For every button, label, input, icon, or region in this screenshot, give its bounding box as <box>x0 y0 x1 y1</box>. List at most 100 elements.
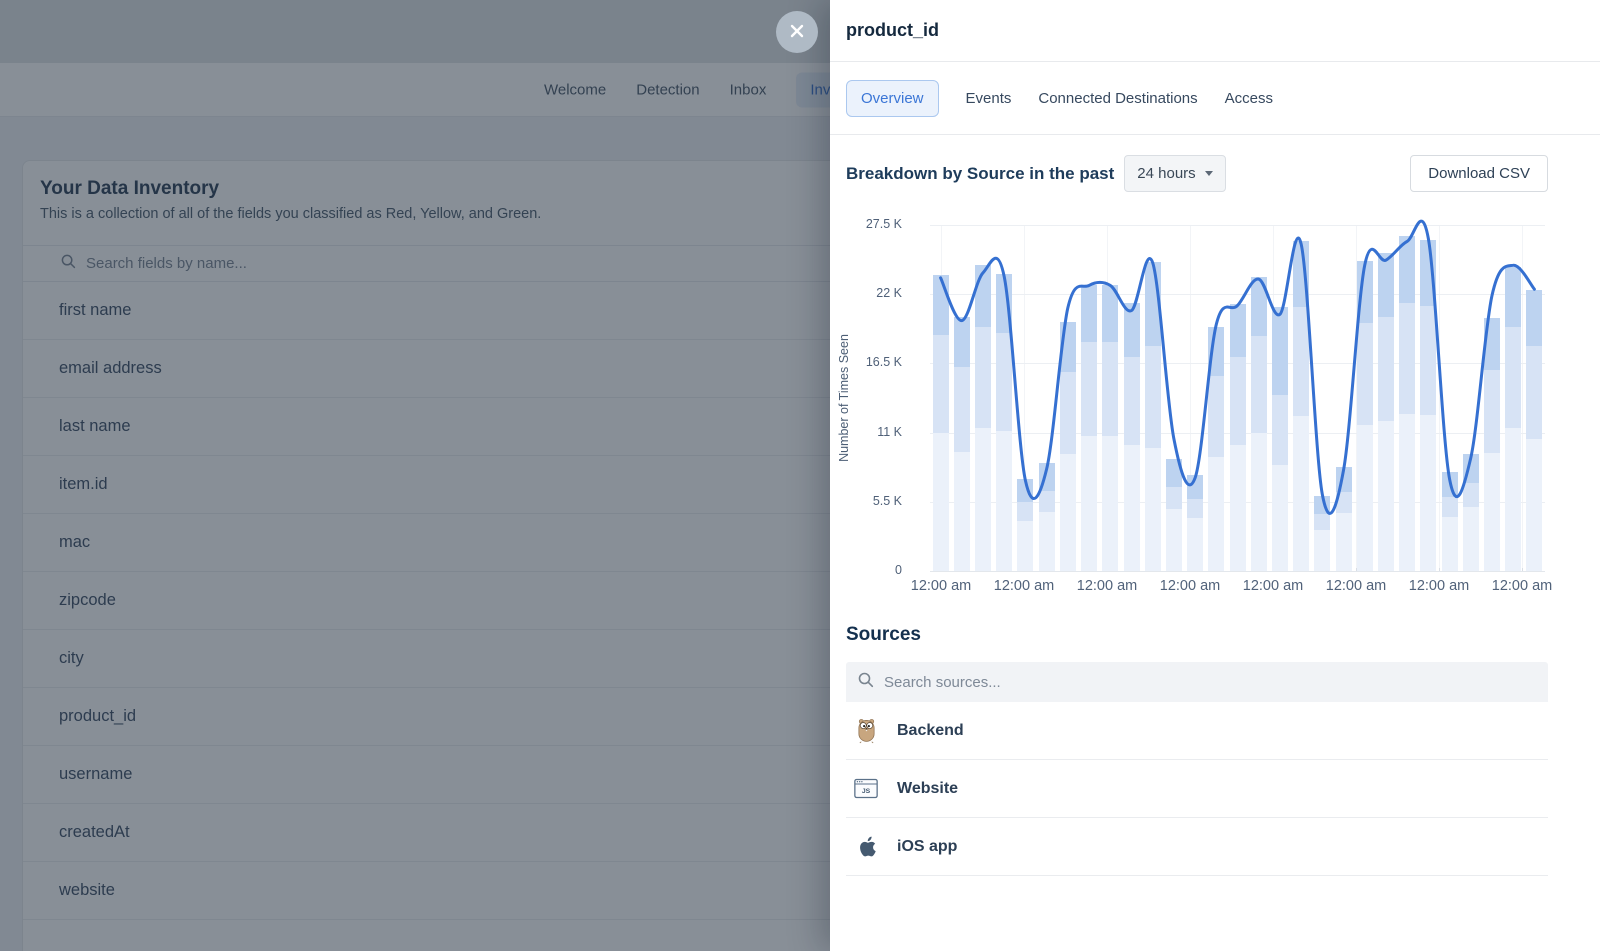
bar-segment-backend <box>1462 506 1479 571</box>
stacked-bar <box>1293 241 1310 571</box>
bar-segment-backend <box>1484 452 1500 571</box>
y-axis-title: Number of Times Seen <box>837 334 851 462</box>
y-gridline <box>930 571 1545 572</box>
bar-segment-ios-app <box>1377 252 1394 317</box>
chart-plot-area <box>930 219 1545 572</box>
bar-segment-backend <box>1038 511 1055 571</box>
bar-segment-website <box>1165 486 1182 510</box>
tab-events[interactable]: Events <box>965 89 1012 107</box>
bar-segment-ios-app <box>1526 290 1543 346</box>
stacked-bar <box>1144 261 1161 571</box>
bar-segment-website <box>1526 345 1543 439</box>
bar-segment-backend <box>1123 445 1140 571</box>
source-row-backend[interactable]: Backend <box>846 702 1548 760</box>
bar-segment-website <box>1144 345 1161 448</box>
stacked-bar <box>1165 459 1182 571</box>
stacked-bar <box>1038 462 1055 571</box>
bar-segment-website <box>1293 306 1310 417</box>
stacked-bar <box>975 265 991 571</box>
y-axis-tick-label: 16.5 K <box>865 355 902 370</box>
sources-search-input[interactable]: Search sources... <box>846 662 1548 702</box>
y-axis-tick-label: 27.5 K <box>865 217 902 231</box>
search-icon <box>858 672 874 693</box>
bar-segment-backend <box>1144 447 1161 571</box>
stacked-bar <box>1187 475 1204 571</box>
stacked-bar <box>1208 326 1225 571</box>
source-row-ios-app[interactable]: iOS app <box>846 818 1548 876</box>
bar-segment-website <box>1505 326 1522 428</box>
bar-segment-ios-app <box>996 274 1013 334</box>
bar-segment-backend <box>1314 529 1331 571</box>
bar-segment-website <box>1229 357 1246 446</box>
bar-segment-ios-app <box>1187 475 1204 500</box>
stacked-bar <box>1441 471 1458 571</box>
bar-segment-ios-app <box>1484 318 1500 370</box>
bar-segment-website <box>1399 303 1416 414</box>
close-panel-button[interactable] <box>776 11 818 53</box>
x-gridline <box>1439 225 1440 571</box>
y-gridline <box>930 294 1545 296</box>
bar-segment-backend <box>1059 454 1076 571</box>
tab-connected-destinations[interactable]: Connected Destinations <box>1038 89 1198 107</box>
time-range-select[interactable]: 24 hours <box>1124 155 1226 192</box>
bar-segment-backend <box>1187 518 1204 571</box>
stacked-bar <box>1335 466 1352 571</box>
bar-segment-backend <box>1293 416 1310 571</box>
bar-segment-ios-app <box>1505 266 1522 327</box>
bar-segment-website <box>1420 305 1437 415</box>
stacked-bar <box>1123 303 1140 571</box>
bar-segment-backend <box>1441 516 1458 571</box>
stacked-bar <box>1059 321 1076 571</box>
bar-segment-backend <box>1102 436 1119 571</box>
bar-segment-ios-app <box>1144 261 1161 346</box>
y-axis-tick-label: 5.5 K <box>872 493 902 508</box>
bar-segment-ios-app <box>1165 459 1182 487</box>
stacked-bar <box>1250 276 1267 571</box>
stacked-bar <box>1102 285 1119 571</box>
tab-overview[interactable]: Overview <box>846 79 939 117</box>
x-axis-tick-label: 12:00 am <box>1076 578 1138 594</box>
bar-segment-ios-app <box>1293 241 1310 307</box>
bar-segment-backend <box>953 451 970 571</box>
gopher-icon <box>854 717 878 745</box>
breakdown-heading: Breakdown by Source in the past <box>846 163 1115 183</box>
bar-segment-backend <box>1399 413 1416 571</box>
caret-down-icon <box>1204 171 1213 176</box>
stacked-bar <box>1399 236 1416 571</box>
sources-search-placeholder: Search sources... <box>884 673 1001 691</box>
bar-segment-website <box>1462 482 1479 507</box>
svg-text:JS: JS <box>862 788 871 795</box>
bar-segment-website <box>1187 499 1204 519</box>
x-axis-tick-label: 12:00 am <box>1408 578 1470 594</box>
bar-segment-website <box>1335 491 1352 514</box>
bar-segment-backend <box>1271 465 1288 571</box>
stacked-bar <box>1017 479 1034 571</box>
bar-segment-ios-app <box>1059 321 1076 373</box>
x-axis-tick-label: 12:00 am <box>1242 578 1304 594</box>
bar-segment-website <box>1250 335 1267 433</box>
bar-segment-website <box>1123 357 1140 446</box>
bar-segment-backend <box>1250 432 1267 571</box>
stacked-bar <box>1462 454 1479 571</box>
bar-segment-website <box>1059 372 1076 454</box>
stacked-bar <box>1356 261 1373 571</box>
bar-segment-website <box>1102 342 1119 437</box>
stacked-bar <box>1505 266 1522 571</box>
y-axis-tick-label: 0 <box>895 563 902 577</box>
bar-segment-backend <box>996 431 1013 571</box>
bar-segment-website <box>1377 316 1394 422</box>
stacked-bar <box>1081 285 1098 571</box>
stacked-bar <box>1484 318 1500 571</box>
tab-access[interactable]: Access <box>1224 89 1273 107</box>
source-list: Backend JS Website iOS app <box>846 702 1548 876</box>
bar-segment-ios-app <box>1420 240 1437 306</box>
stacked-bar <box>1314 495 1331 571</box>
download-csv-button[interactable]: Download CSV <box>1410 155 1548 192</box>
bar-segment-ios-app <box>1462 454 1479 483</box>
bar-segment-ios-app <box>1208 326 1225 376</box>
field-detail-panel: product_id Overview Events Connected Desti… <box>830 0 1600 951</box>
x-tick-mark <box>1439 568 1440 572</box>
source-row-website[interactable]: JS Website <box>846 760 1548 818</box>
x-tick-mark <box>1522 568 1523 572</box>
x-axis-tick-label: 12:00 am <box>1491 578 1553 594</box>
